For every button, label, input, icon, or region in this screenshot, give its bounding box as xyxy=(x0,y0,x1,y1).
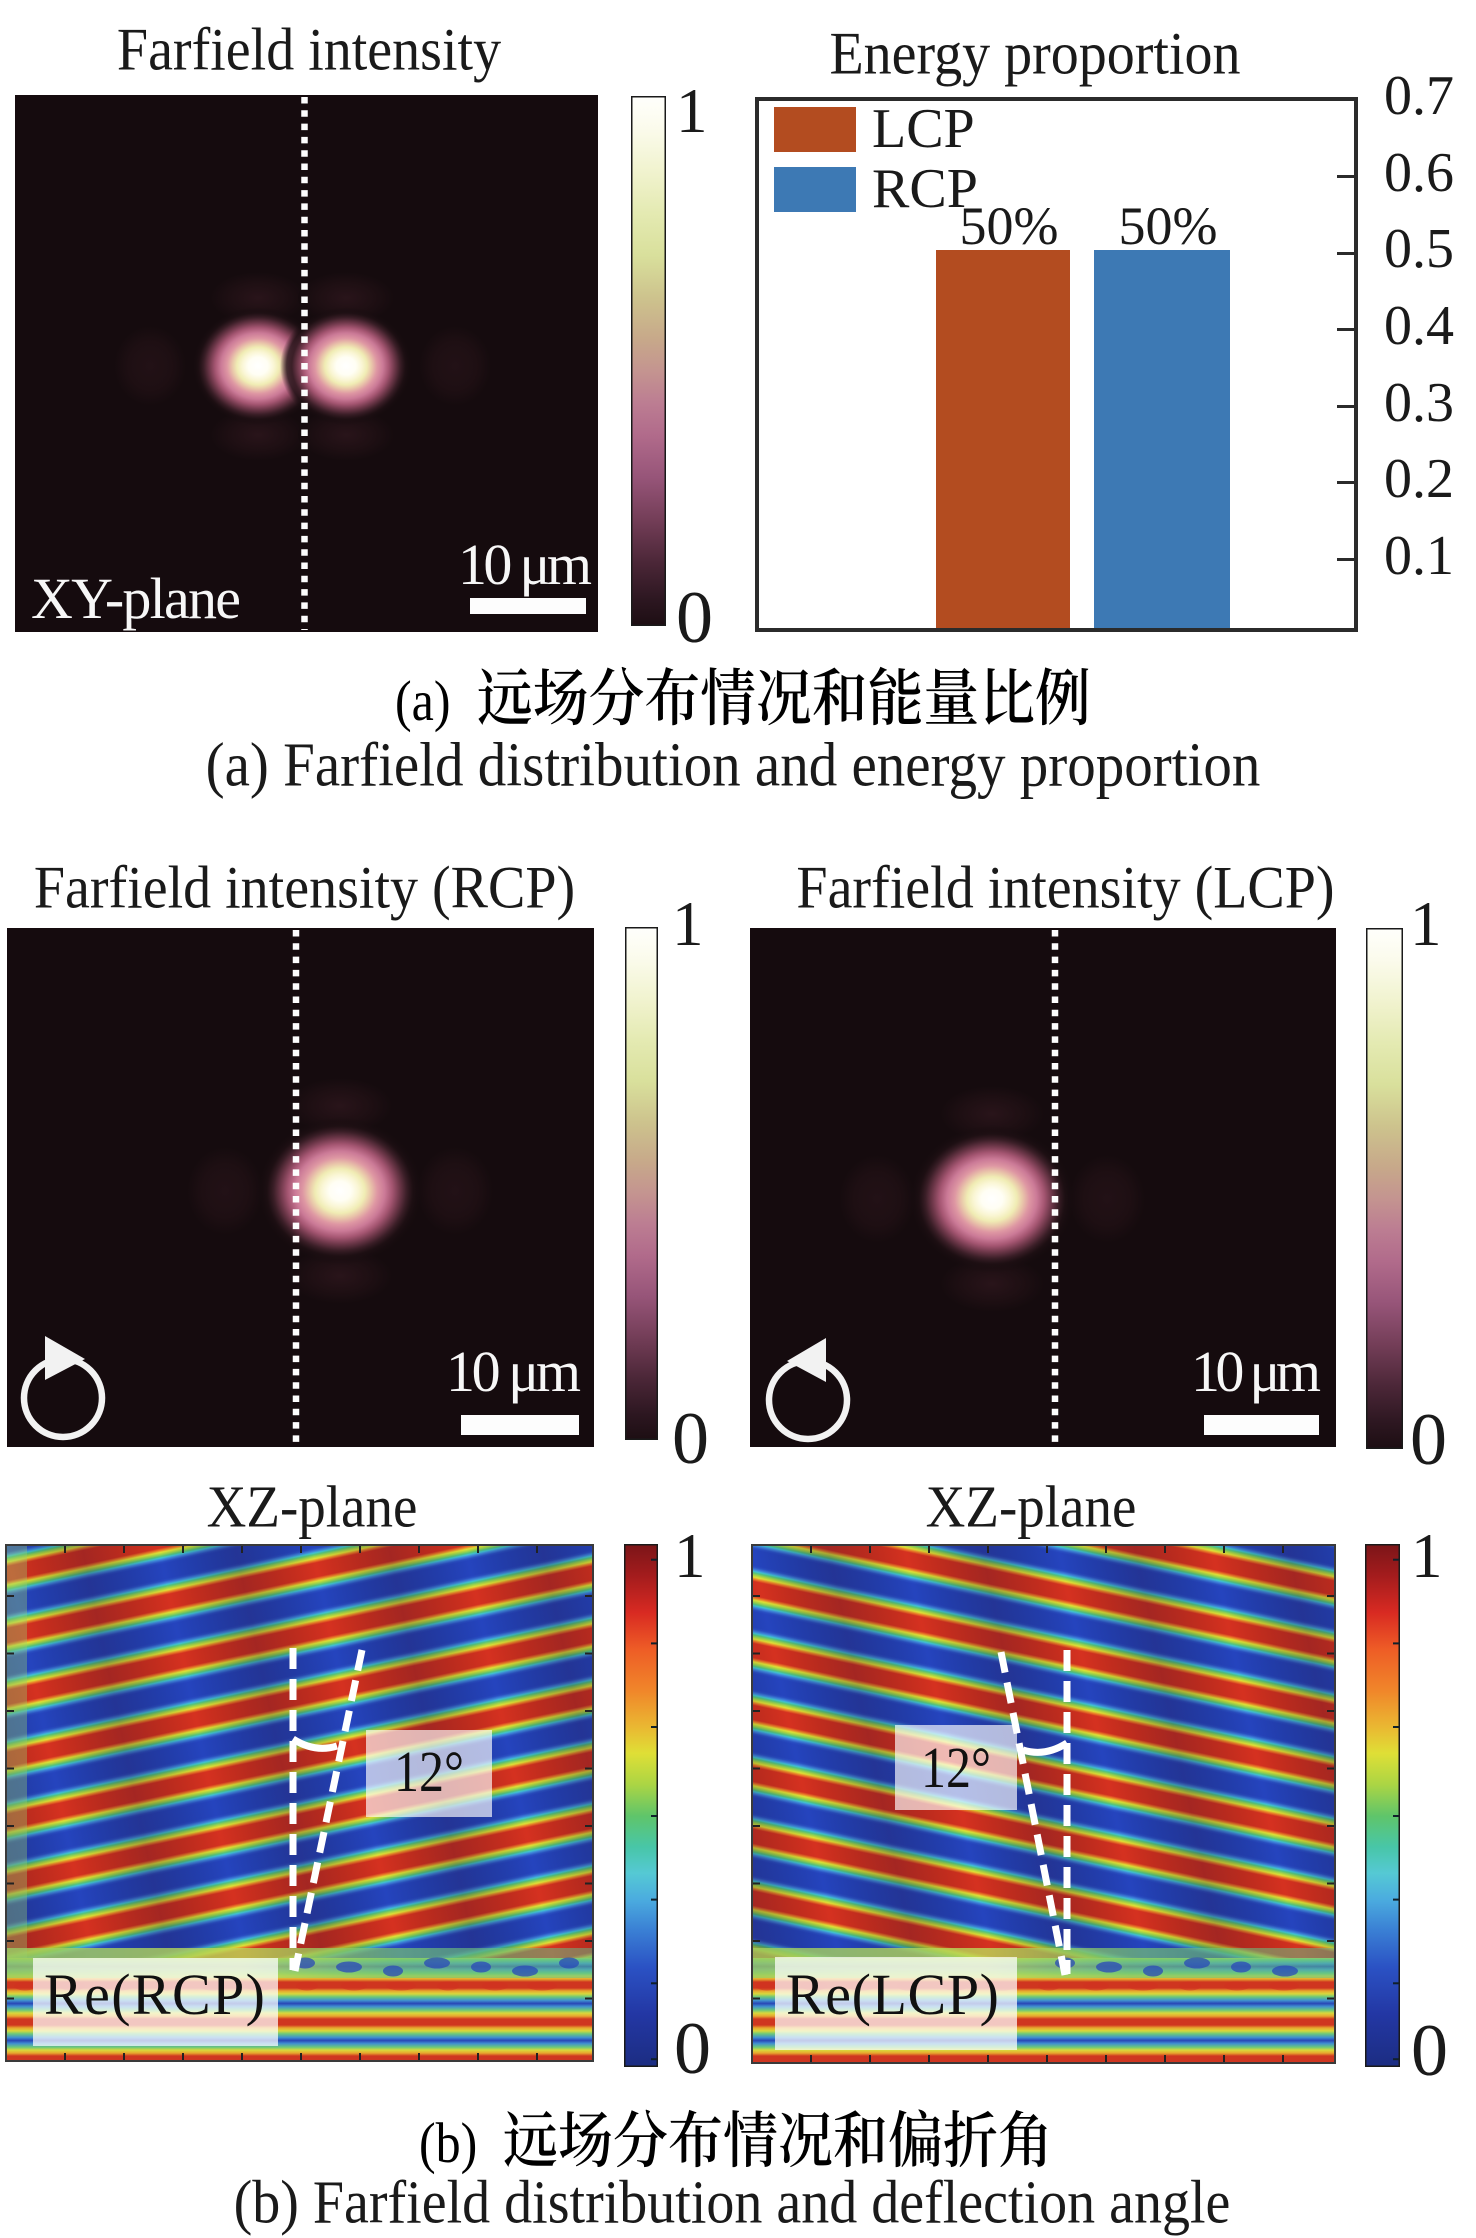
svg-text:10 μm: 10 μm xyxy=(458,532,592,597)
svg-text:Re(RCP): Re(RCP) xyxy=(44,1962,265,2027)
svg-text:10 μm: 10 μm xyxy=(446,1339,581,1404)
svg-text:12°: 12° xyxy=(394,1739,464,1804)
svg-text:(b): (b) xyxy=(419,2111,477,2175)
svg-text:Re(LCP): Re(LCP) xyxy=(786,1962,999,2027)
svg-text:(a): (a) xyxy=(395,669,450,733)
svg-text:12°: 12° xyxy=(921,1735,991,1800)
svg-text:10 μm: 10 μm xyxy=(1191,1339,1321,1404)
svg-text:XY-plane: XY-plane xyxy=(31,566,241,631)
